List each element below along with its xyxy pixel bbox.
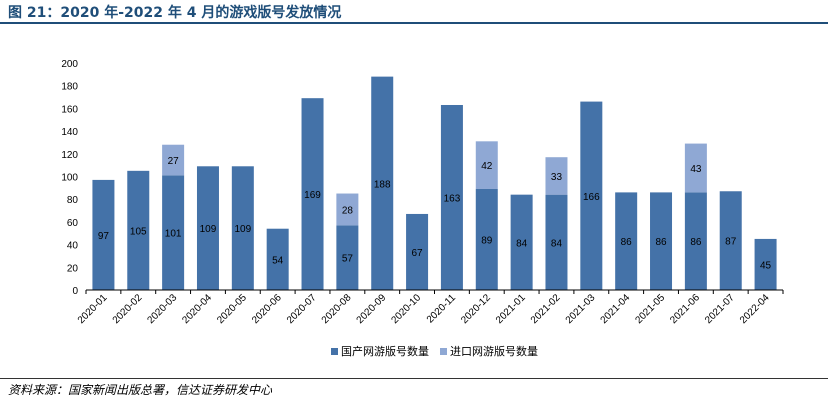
- bar-domestic: [719, 191, 742, 290]
- data-label-domestic: 87: [725, 237, 737, 248]
- x-tick-label: 2022-04: [738, 292, 772, 326]
- y-tick-label: 20: [67, 263, 79, 274]
- bar-domestic: [754, 238, 777, 290]
- legend: 国产网游版号数量 进口网游版号数量: [331, 344, 538, 358]
- data-label-imported: 27: [168, 156, 180, 167]
- bar-imported: [336, 193, 359, 226]
- y-tick-label: 160: [61, 104, 78, 115]
- bar-domestic: [336, 225, 359, 290]
- bar-domestic: [301, 98, 324, 290]
- bar-domestic: [266, 228, 289, 290]
- data-label-domestic: 84: [516, 238, 528, 249]
- data-label-domestic: 45: [760, 260, 772, 271]
- data-label-domestic: 54: [272, 255, 284, 266]
- y-tick-label: 100: [61, 173, 78, 184]
- data-label-domestic: 57: [342, 254, 354, 265]
- bar-domestic: [196, 166, 219, 290]
- data-label-domestic: 97: [98, 231, 110, 242]
- data-label-imported: 33: [551, 172, 563, 183]
- bar-imported: [684, 143, 707, 193]
- x-tick-label: 2021-01: [494, 292, 528, 326]
- bar-domestic: [231, 166, 254, 290]
- bar-domestic: [162, 175, 185, 290]
- bar-imported: [475, 141, 498, 189]
- x-tick-label: 2020-12: [459, 292, 493, 326]
- bar-imported: [545, 157, 568, 195]
- legend-swatch-imported: [440, 348, 447, 355]
- x-tick-label: 2020-01: [76, 292, 110, 326]
- y-tick-label: 200: [61, 59, 78, 70]
- x-tick-label: 2020-11: [425, 292, 459, 326]
- bar-domestic: [92, 179, 115, 290]
- data-label-imported: 28: [342, 205, 354, 216]
- x-tick-label: 2021-06: [668, 292, 702, 326]
- source-note: 资料来源：国家新闻出版总署，信达证券研发中心: [8, 383, 273, 397]
- bar-domestic: [580, 101, 603, 290]
- data-label-domestic: 86: [655, 237, 667, 248]
- x-tick-label: 2021-02: [529, 292, 563, 326]
- bar-imported: [162, 144, 185, 176]
- y-tick-label: 60: [67, 218, 79, 229]
- bar-domestic: [650, 192, 673, 290]
- data-label-imported: 42: [481, 161, 493, 172]
- x-tick-label: 2020-03: [146, 292, 180, 326]
- x-tick-label: 2021-07: [703, 292, 737, 326]
- legend-label-imported: 进口网游版号数量: [450, 344, 538, 358]
- chart-title: 图 21：2020 年-2022 年 4 月的游戏版号发放情况: [8, 5, 342, 21]
- data-label-domestic: 109: [200, 224, 217, 235]
- x-tick-label: 2020-08: [320, 292, 354, 326]
- data-label-imported: 43: [690, 164, 702, 175]
- bar-domestic: [371, 76, 394, 291]
- data-label-domestic: 105: [130, 226, 147, 237]
- x-tick-label: 2020-04: [180, 292, 214, 326]
- data-label-domestic: 101: [165, 229, 182, 240]
- y-tick-label: 180: [61, 82, 78, 93]
- data-label-domestic: 84: [551, 238, 563, 249]
- y-tick-label: 40: [67, 241, 79, 252]
- bar-domestic: [127, 170, 150, 290]
- bar-domestic: [615, 192, 638, 290]
- y-tick-label: 120: [61, 150, 78, 161]
- data-label-domestic: 109: [234, 224, 251, 235]
- bar-domestic: [440, 104, 463, 291]
- x-tick-label: 2020-07: [285, 292, 319, 326]
- y-tick-label: 80: [67, 195, 79, 206]
- y-tick-label: 140: [61, 127, 78, 138]
- x-tick-label: 2021-04: [599, 292, 633, 326]
- legend-label-domestic: 国产网游版号数量: [341, 344, 429, 358]
- data-label-domestic: 188: [374, 179, 391, 190]
- bars-group: 97 105 27 101 109 109 54 169 28 57 188 67 163 42 89 84 3…: [92, 76, 777, 291]
- title-divider: [0, 22, 828, 24]
- bar-domestic: [545, 194, 568, 290]
- x-tick-label: 2020-06: [250, 292, 284, 326]
- data-label-domestic: 67: [412, 248, 424, 259]
- stacked-bar-chart: 0 20 40 60 80 100 120 140 160 180 200 97 105 27 101 10…: [61, 59, 784, 358]
- data-label-domestic: 166: [583, 192, 600, 203]
- x-tick-label: 2020-02: [111, 292, 145, 326]
- bar-domestic: [684, 192, 707, 290]
- x-tick-label: 2021-03: [564, 292, 598, 326]
- x-tick-label: 2021-05: [633, 292, 667, 326]
- y-axis: 0 20 40 60 80 100 120 140 160 180 200: [61, 59, 78, 297]
- bar-domestic: [475, 188, 498, 290]
- data-label-domestic: 163: [444, 193, 461, 204]
- bar-domestic: [510, 194, 533, 290]
- bar-domestic: [406, 213, 429, 290]
- y-tick-label: 0: [72, 286, 78, 297]
- data-label-domestic: 169: [304, 190, 321, 201]
- legend-swatch-domestic: [331, 348, 338, 355]
- footer-divider: [0, 378, 828, 379]
- x-axis: 2020-01 2020-02 2020-03 2020-04 2020-05 2020-…: [76, 289, 784, 326]
- x-tick-label: 2020-10: [389, 292, 423, 326]
- data-label-domestic: 86: [690, 237, 702, 248]
- x-tick-label: 2020-09: [355, 292, 389, 326]
- data-label-domestic: 86: [621, 237, 633, 248]
- data-label-domestic: 89: [481, 235, 493, 246]
- x-tick-label: 2020-05: [215, 292, 249, 326]
